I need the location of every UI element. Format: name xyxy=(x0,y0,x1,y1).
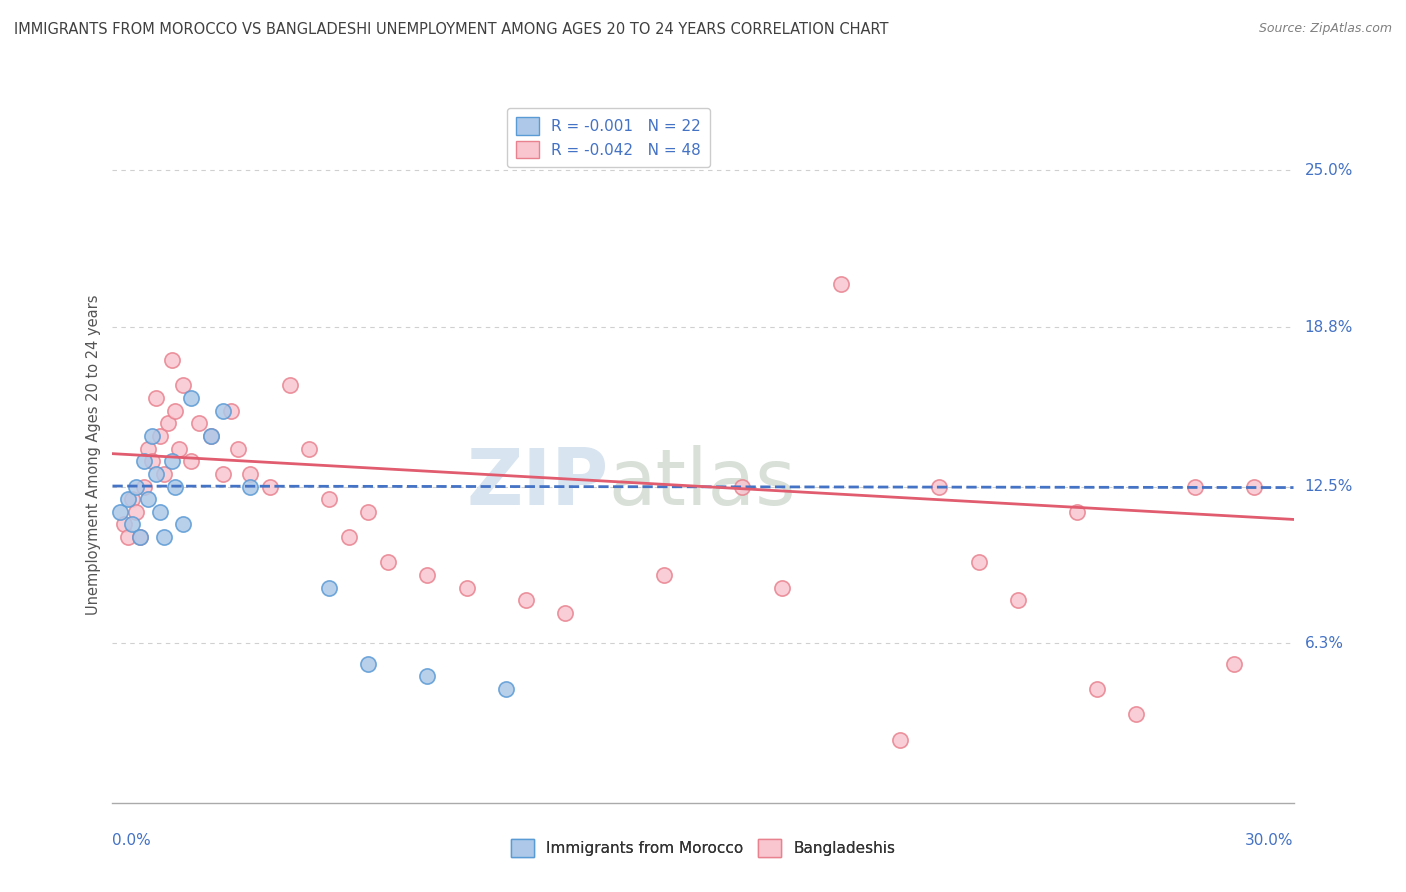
Point xyxy=(318,581,340,595)
Point xyxy=(515,593,537,607)
Point xyxy=(495,681,517,696)
Point xyxy=(652,568,675,582)
Point xyxy=(967,556,990,570)
Point xyxy=(132,454,155,468)
Point xyxy=(172,378,194,392)
Point xyxy=(132,479,155,493)
Point xyxy=(1184,479,1206,493)
Point xyxy=(211,467,233,481)
Point xyxy=(180,391,202,405)
Text: atlas: atlas xyxy=(609,445,796,521)
Point xyxy=(259,479,281,493)
Point xyxy=(377,556,399,570)
Point xyxy=(149,505,172,519)
Point xyxy=(770,581,793,595)
Point xyxy=(180,454,202,468)
Point xyxy=(830,277,852,292)
Point xyxy=(136,492,159,507)
Text: 0.0%: 0.0% xyxy=(112,833,152,848)
Point xyxy=(121,517,143,532)
Point xyxy=(121,492,143,507)
Point xyxy=(117,492,139,507)
Point xyxy=(228,442,250,456)
Point xyxy=(169,442,191,456)
Point xyxy=(165,479,187,493)
Point xyxy=(1223,657,1246,671)
Point xyxy=(160,454,183,468)
Point xyxy=(136,442,159,456)
Point xyxy=(145,391,167,405)
Point xyxy=(278,378,301,392)
Point xyxy=(152,467,174,481)
Point xyxy=(129,530,152,544)
Point xyxy=(731,479,754,493)
Point xyxy=(141,429,163,443)
Point xyxy=(200,429,222,443)
Point xyxy=(416,669,439,683)
Point xyxy=(928,479,950,493)
Text: 18.8%: 18.8% xyxy=(1305,319,1353,334)
Point xyxy=(165,403,187,417)
Point xyxy=(1007,593,1029,607)
Text: Source: ZipAtlas.com: Source: ZipAtlas.com xyxy=(1258,22,1392,36)
Point xyxy=(1085,681,1108,696)
Point xyxy=(337,530,360,544)
Point xyxy=(211,403,233,417)
Text: 12.5%: 12.5% xyxy=(1305,479,1353,494)
Point xyxy=(239,467,262,481)
Text: 25.0%: 25.0% xyxy=(1305,163,1353,178)
Point xyxy=(200,429,222,443)
Point xyxy=(357,505,380,519)
Point xyxy=(145,467,167,481)
Point xyxy=(239,479,262,493)
Legend: Immigrants from Morocco, Bangladeshis: Immigrants from Morocco, Bangladeshis xyxy=(503,832,903,864)
Point xyxy=(129,530,152,544)
Text: IMMIGRANTS FROM MOROCCO VS BANGLADESHI UNEMPLOYMENT AMONG AGES 20 TO 24 YEARS CO: IMMIGRANTS FROM MOROCCO VS BANGLADESHI U… xyxy=(14,22,889,37)
Point xyxy=(160,353,183,368)
Point xyxy=(1243,479,1265,493)
Point xyxy=(1066,505,1088,519)
Point xyxy=(1125,707,1147,722)
Text: 6.3%: 6.3% xyxy=(1305,636,1344,651)
Point xyxy=(172,517,194,532)
Point xyxy=(141,454,163,468)
Point xyxy=(112,517,135,532)
Point xyxy=(416,568,439,582)
Point xyxy=(125,479,148,493)
Point xyxy=(149,429,172,443)
Point xyxy=(117,530,139,544)
Point xyxy=(156,417,179,431)
Point xyxy=(456,581,478,595)
Point xyxy=(554,606,576,620)
Point xyxy=(298,442,321,456)
Text: ZIP: ZIP xyxy=(467,445,609,521)
Text: 30.0%: 30.0% xyxy=(1246,833,1294,848)
Point xyxy=(357,657,380,671)
Point xyxy=(318,492,340,507)
Point xyxy=(188,417,211,431)
Point xyxy=(219,403,242,417)
Y-axis label: Unemployment Among Ages 20 to 24 years: Unemployment Among Ages 20 to 24 years xyxy=(86,294,101,615)
Point xyxy=(125,505,148,519)
Point xyxy=(152,530,174,544)
Point xyxy=(889,732,911,747)
Point xyxy=(110,505,132,519)
